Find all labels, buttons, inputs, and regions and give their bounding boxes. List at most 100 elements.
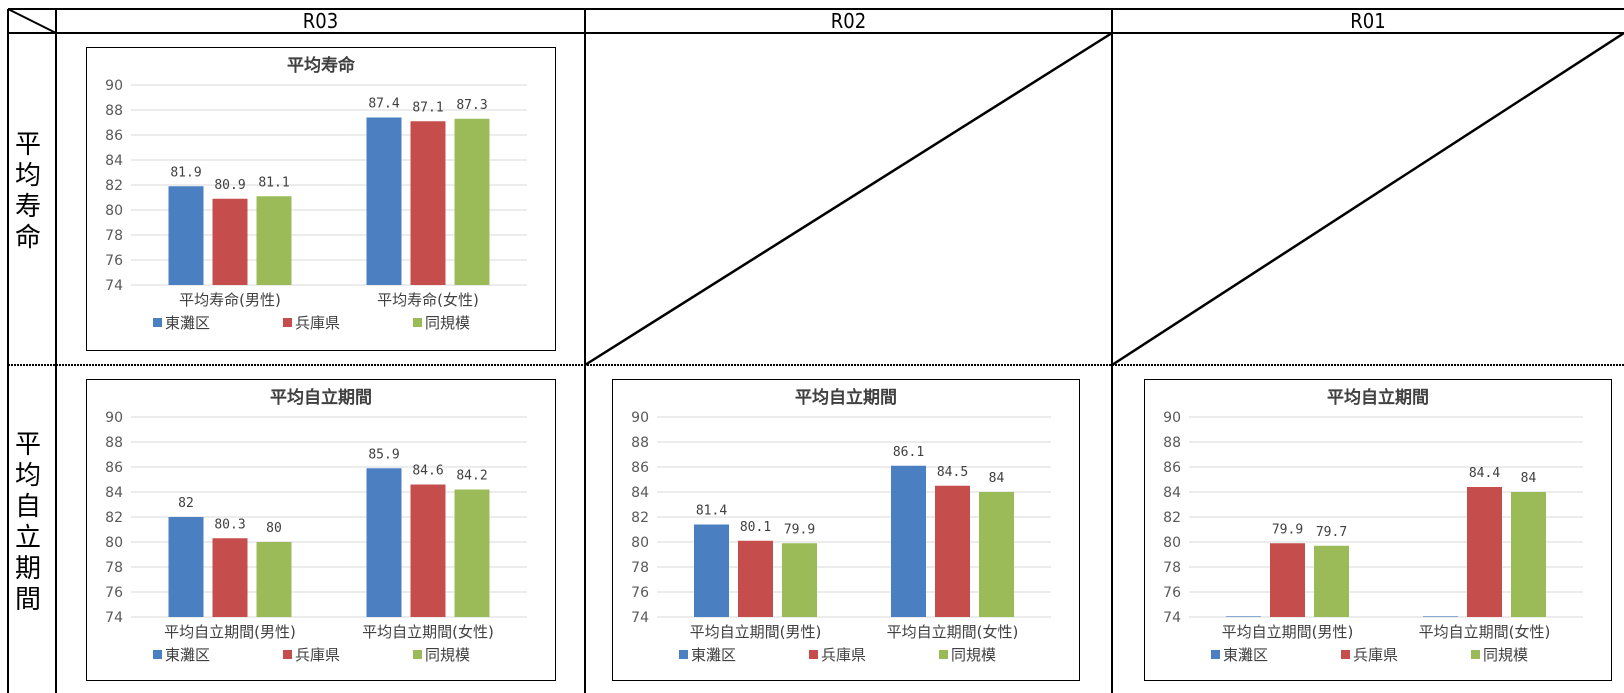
y-tick-label: 78 bbox=[105, 560, 123, 576]
corner-diagonal bbox=[7, 8, 57, 34]
header-r01: R01 bbox=[1350, 9, 1386, 33]
x-category-label: 平均寿命(女性) bbox=[377, 291, 479, 309]
data-label: 84.2 bbox=[456, 469, 487, 484]
bar bbox=[168, 186, 204, 285]
chart-svg: 平均自立期間 74 76 78 80 82 84 86 88 90 79.9 79.7 平均自立期間(男… bbox=[1163, 387, 1583, 664]
x-category-label: 平均自立期間(男性) bbox=[690, 623, 822, 641]
data-label: 79.9 bbox=[1272, 522, 1303, 537]
y-tick-label: 74 bbox=[1163, 610, 1181, 626]
y-tick-label: 78 bbox=[631, 560, 649, 576]
x-category-label: 平均自立期間(女性) bbox=[362, 623, 494, 641]
data-label: 79.7 bbox=[1316, 525, 1347, 540]
chart-r02-independent-period: 平均自立期間 74 76 78 80 82 84 86 88 90 81.4 80.1 79.9 平均自立… bbox=[612, 379, 1080, 681]
header-r03: R03 bbox=[302, 9, 339, 33]
data-label: 87.1 bbox=[412, 100, 443, 115]
bar-empty bbox=[1423, 616, 1458, 617]
data-label: 84.6 bbox=[412, 464, 443, 479]
x-category-label: 平均自立期間(女性) bbox=[887, 623, 1019, 641]
bar bbox=[366, 468, 402, 617]
data-label: 81.9 bbox=[170, 165, 201, 180]
bar bbox=[738, 540, 773, 617]
y-tick-label: 80 bbox=[631, 535, 649, 551]
data-label: 80 bbox=[266, 521, 282, 536]
y-tick-label: 80 bbox=[105, 203, 123, 219]
legend-swatch bbox=[153, 650, 162, 659]
y-tick-label: 76 bbox=[1163, 585, 1181, 601]
bar bbox=[256, 542, 292, 617]
y-tick-label: 80 bbox=[105, 535, 123, 551]
legend-swatch bbox=[413, 318, 422, 327]
legend-label: 同規模 bbox=[1483, 646, 1528, 664]
y-tick-label: 76 bbox=[105, 585, 123, 601]
chart-svg: 平均寿命 74 76 78 80 82 84 86 88 90 81.9 80.9 81.1 平均寿命(男… bbox=[105, 55, 527, 332]
bar bbox=[212, 538, 248, 617]
y-tick-label: 90 bbox=[105, 78, 123, 94]
legend-label: 同規模 bbox=[951, 646, 996, 664]
y-tick-label: 88 bbox=[105, 103, 123, 119]
y-tick-label: 74 bbox=[105, 610, 123, 626]
bar-empty bbox=[1226, 616, 1261, 617]
bar bbox=[168, 517, 204, 617]
y-tick-label: 74 bbox=[105, 278, 123, 294]
legend-swatch bbox=[153, 318, 162, 327]
bar bbox=[454, 118, 490, 285]
data-label: 80.3 bbox=[214, 517, 245, 532]
y-tick-label: 76 bbox=[105, 253, 123, 269]
y-tick-label: 86 bbox=[105, 460, 123, 476]
y-tick-label: 84 bbox=[631, 485, 649, 501]
bar bbox=[782, 543, 817, 617]
bar bbox=[410, 484, 446, 617]
legend-label: 同規模 bbox=[425, 314, 470, 332]
y-tick-label: 86 bbox=[1163, 460, 1181, 476]
chart-svg: 平均自立期間 74 76 78 80 82 84 86 88 90 81.4 80.1 79.9 平均自立… bbox=[631, 387, 1051, 664]
legend-swatch bbox=[939, 650, 948, 659]
legend-swatch bbox=[283, 318, 292, 327]
data-label: 81.4 bbox=[696, 504, 727, 519]
bar bbox=[935, 485, 970, 617]
chart-title: 平均自立期間 bbox=[270, 387, 372, 408]
y-tick-label: 86 bbox=[631, 460, 649, 476]
r02-empty-diagonal bbox=[584, 31, 1113, 367]
y-tick-label: 78 bbox=[105, 228, 123, 244]
data-label: 79.9 bbox=[784, 522, 815, 537]
y-tick-label: 86 bbox=[105, 128, 123, 144]
row-label-life-expectancy: 平 均 寿 命 bbox=[14, 130, 41, 253]
legend-swatch bbox=[283, 650, 292, 659]
chart-title: 平均自立期間 bbox=[795, 387, 897, 408]
bar bbox=[256, 196, 292, 285]
y-tick-label: 82 bbox=[631, 510, 649, 526]
data-label: 87.4 bbox=[368, 97, 399, 112]
data-label: 84.4 bbox=[1469, 466, 1500, 481]
y-tick-label: 84 bbox=[105, 153, 123, 169]
chart-title: 平均自立期間 bbox=[1327, 387, 1429, 408]
legend-swatch bbox=[1471, 650, 1480, 659]
data-label: 84 bbox=[989, 471, 1005, 486]
header-r02: R02 bbox=[830, 9, 867, 33]
y-tick-label: 78 bbox=[1163, 560, 1181, 576]
y-tick-label: 90 bbox=[1163, 410, 1181, 426]
r01-empty-diagonal bbox=[1111, 31, 1624, 367]
data-label: 81.1 bbox=[258, 175, 289, 190]
data-label: 87.3 bbox=[456, 98, 487, 113]
data-label: 84 bbox=[1521, 471, 1537, 486]
data-label: 80.9 bbox=[214, 178, 245, 193]
chart-r03-life-expectancy: 平均寿命 74 76 78 80 82 84 86 88 90 81.9 80.9 81.1 平均寿命(男… bbox=[86, 47, 556, 351]
data-label: 82 bbox=[178, 496, 194, 511]
data-label: 86.1 bbox=[893, 445, 924, 460]
bar bbox=[694, 524, 729, 617]
y-tick-label: 88 bbox=[1163, 435, 1181, 451]
chart-r01-independent-period: 平均自立期間 74 76 78 80 82 84 86 88 90 79.9 79.7 平均自立期間(男… bbox=[1144, 379, 1612, 681]
y-tick-label: 82 bbox=[1163, 510, 1181, 526]
legend-label: 同規模 bbox=[425, 646, 470, 664]
chart-title: 平均寿命 bbox=[287, 55, 356, 76]
y-tick-label: 90 bbox=[105, 410, 123, 426]
y-tick-label: 84 bbox=[1163, 485, 1181, 501]
legend-label: 兵庫県 bbox=[1353, 646, 1398, 664]
bar bbox=[454, 489, 490, 617]
legend-label: 東灘区 bbox=[165, 314, 210, 332]
data-label: 84.5 bbox=[937, 465, 968, 480]
bar bbox=[212, 198, 248, 285]
legend-label: 東灘区 bbox=[165, 646, 210, 664]
y-tick-label: 82 bbox=[105, 178, 123, 194]
